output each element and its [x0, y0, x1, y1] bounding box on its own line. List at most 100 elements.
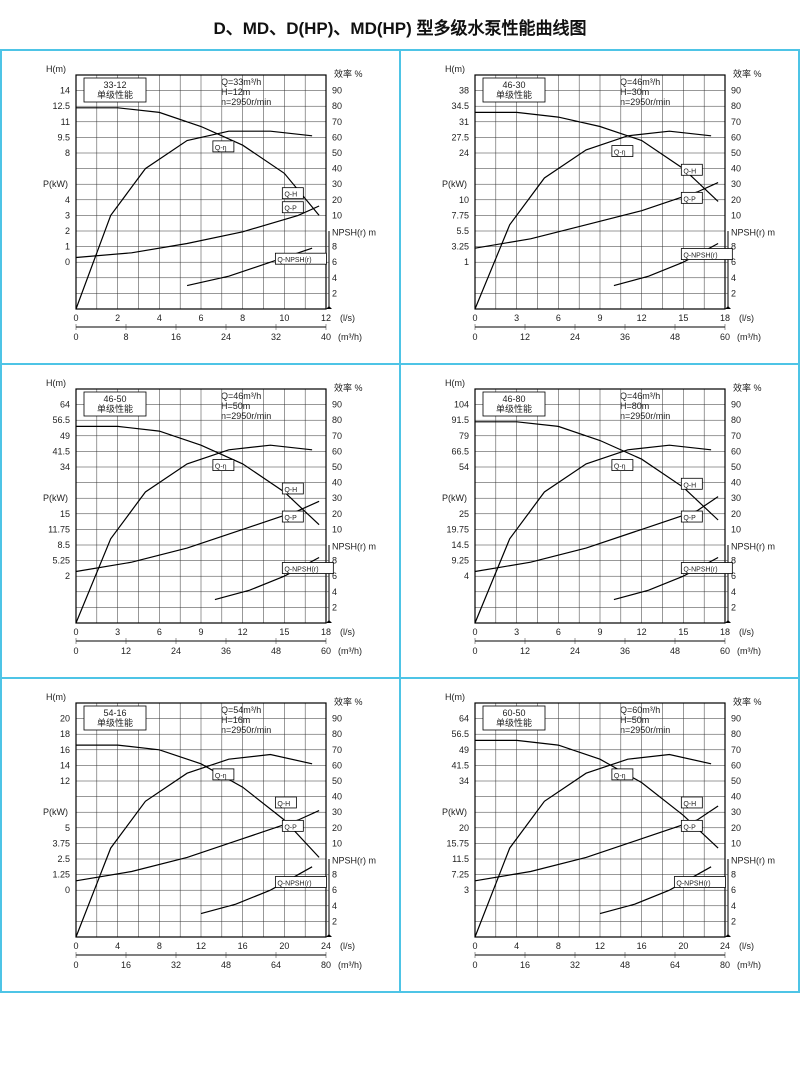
- svg-text:14: 14: [59, 760, 69, 770]
- svg-text:P(kW): P(kW): [43, 807, 68, 817]
- svg-text:19.75: 19.75: [446, 524, 469, 534]
- svg-text:Q-η: Q-η: [214, 145, 226, 152]
- svg-text:5: 5: [64, 823, 69, 833]
- svg-text:16: 16: [120, 960, 130, 970]
- svg-text:(l/s): (l/s): [340, 941, 355, 951]
- svg-text:24: 24: [320, 941, 330, 951]
- svg-text:2: 2: [731, 602, 736, 612]
- svg-text:24: 24: [569, 646, 579, 656]
- svg-text:18: 18: [59, 729, 69, 739]
- svg-text:(l/s): (l/s): [739, 313, 754, 323]
- svg-text:NPSH(r) m: NPSH(r) m: [731, 228, 775, 238]
- svg-text:56.5: 56.5: [52, 415, 70, 425]
- svg-text:Q-P: Q-P: [284, 824, 297, 831]
- svg-text:60: 60: [719, 646, 729, 656]
- svg-text:2: 2: [332, 602, 337, 612]
- svg-text:104: 104: [453, 400, 468, 410]
- svg-text:P(kW): P(kW): [442, 807, 467, 817]
- svg-text:80: 80: [332, 415, 342, 425]
- svg-text:40: 40: [731, 792, 741, 802]
- svg-text:30: 30: [332, 179, 342, 189]
- svg-text:P(kW): P(kW): [442, 493, 467, 503]
- svg-text:70: 70: [332, 431, 342, 441]
- svg-text:单级性能: 单级性能: [495, 403, 531, 414]
- svg-text:Q-NPSH(r): Q-NPSH(r): [277, 881, 311, 888]
- svg-text:NPSH(r) m: NPSH(r) m: [332, 228, 376, 238]
- svg-text:(l/s): (l/s): [739, 627, 754, 637]
- svg-text:10: 10: [279, 313, 289, 323]
- svg-text:Q-NPSH(r): Q-NPSH(r): [277, 257, 311, 264]
- svg-text:效率 %: 效率 %: [334, 696, 363, 707]
- svg-text:H=30m: H=30m: [620, 87, 649, 97]
- cell-1: 46-30单级性能Q=46m³/hH=30mn=2950r/minH(m)383…: [401, 51, 800, 363]
- svg-text:8: 8: [240, 313, 245, 323]
- svg-text:32: 32: [170, 960, 180, 970]
- svg-text:12: 12: [59, 776, 69, 786]
- svg-text:Q-H: Q-H: [683, 801, 696, 808]
- svg-text:Q-NPSH(r): Q-NPSH(r): [676, 881, 710, 888]
- svg-text:50: 50: [332, 462, 342, 472]
- svg-text:46-50: 46-50: [103, 394, 126, 404]
- row-1: 33-12单级性能Q=33m³/hH=12mn=2950r/minH(m)141…: [0, 51, 800, 365]
- svg-text:15.75: 15.75: [446, 838, 469, 848]
- svg-text:48: 48: [270, 646, 280, 656]
- svg-text:Q-η: Q-η: [214, 464, 226, 471]
- svg-text:H=16m: H=16m: [221, 715, 250, 725]
- svg-text:(m³/h): (m³/h): [737, 960, 761, 970]
- svg-text:6: 6: [156, 627, 161, 637]
- svg-text:24: 24: [170, 646, 180, 656]
- svg-text:49: 49: [458, 745, 468, 755]
- svg-text:8: 8: [332, 870, 337, 880]
- svg-text:2: 2: [115, 313, 120, 323]
- svg-text:11.75: 11.75: [48, 524, 70, 534]
- svg-text:40: 40: [320, 332, 330, 342]
- svg-text:16: 16: [636, 941, 646, 951]
- svg-text:15: 15: [59, 509, 69, 519]
- svg-text:Q-H: Q-H: [277, 801, 290, 808]
- cell-3: 46-80单级性能Q=46m³/hH=80mn=2950r/minH(m)104…: [401, 365, 800, 677]
- svg-text:12: 12: [594, 941, 604, 951]
- svg-text:单级性能: 单级性能: [96, 89, 132, 100]
- pump-chart-33-12: 33-12单级性能Q=33m³/hH=12mn=2950r/minH(m)141…: [21, 57, 381, 357]
- svg-text:8: 8: [156, 941, 161, 951]
- svg-text:6: 6: [555, 627, 560, 637]
- svg-text:H=50m: H=50m: [620, 715, 649, 725]
- cell-0: 33-12单级性能Q=33m³/hH=12mn=2950r/minH(m)141…: [0, 51, 401, 363]
- svg-text:8: 8: [332, 242, 337, 252]
- svg-text:24: 24: [569, 332, 579, 342]
- svg-text:36: 36: [220, 646, 230, 656]
- svg-text:48: 48: [669, 646, 679, 656]
- svg-text:4: 4: [731, 273, 736, 283]
- pump-chart-46-80: 46-80单级性能Q=46m³/hH=80mn=2950r/minH(m)104…: [420, 371, 780, 671]
- svg-text:n=2950r/min: n=2950r/min: [221, 97, 271, 107]
- svg-text:12: 12: [519, 646, 529, 656]
- svg-text:30: 30: [731, 807, 741, 817]
- svg-text:20: 20: [731, 823, 741, 833]
- svg-text:14: 14: [59, 86, 69, 96]
- svg-text:20: 20: [731, 509, 741, 519]
- svg-text:0: 0: [472, 941, 477, 951]
- svg-text:48: 48: [669, 332, 679, 342]
- svg-text:P(kW): P(kW): [442, 179, 467, 189]
- svg-text:20: 20: [678, 941, 688, 951]
- svg-text:8: 8: [555, 941, 560, 951]
- svg-text:40: 40: [731, 164, 741, 174]
- svg-text:31: 31: [458, 117, 468, 127]
- svg-text:8.5: 8.5: [57, 540, 70, 550]
- svg-text:12.5: 12.5: [52, 101, 70, 111]
- svg-text:46-80: 46-80: [502, 394, 525, 404]
- svg-text:10: 10: [731, 524, 741, 534]
- svg-text:6: 6: [198, 313, 203, 323]
- svg-text:30: 30: [332, 807, 342, 817]
- svg-text:单级性能: 单级性能: [495, 717, 531, 728]
- svg-text:Q-H: Q-H: [284, 192, 297, 199]
- svg-text:Q-η: Q-η: [214, 773, 226, 780]
- svg-text:10: 10: [731, 210, 741, 220]
- svg-text:79: 79: [458, 431, 468, 441]
- svg-text:3.25: 3.25: [451, 242, 469, 252]
- svg-text:36: 36: [619, 332, 629, 342]
- svg-text:4: 4: [156, 313, 161, 323]
- svg-text:H=12m: H=12m: [221, 87, 250, 97]
- svg-text:Q-P: Q-P: [683, 824, 696, 831]
- svg-text:0: 0: [472, 646, 477, 656]
